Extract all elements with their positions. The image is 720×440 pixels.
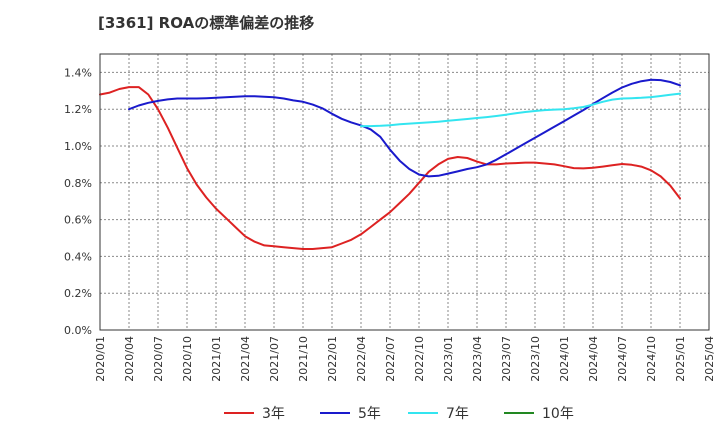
x-tick-label: 2023/01 [442, 336, 455, 382]
y-tick-label: 1.2% [64, 103, 92, 116]
legend: 3年 5年 7年 10年 [224, 406, 574, 422]
y-tick-label: 0.8% [64, 177, 92, 190]
x-tick-label: 2022/10 [413, 336, 426, 382]
x-axis-ticks: 2020/01 2020/04 2020/07 2020/10 2021/01 2021/… [94, 336, 716, 382]
x-tick-label: 2020/01 [94, 336, 107, 382]
plot-frame [99, 53, 710, 331]
x-tick-label: 2021/01 [210, 336, 223, 382]
x-tick-label: 2024/07 [616, 336, 629, 382]
x-tick-label: 2022/01 [326, 336, 339, 382]
x-tick-label: 2021/10 [297, 336, 310, 382]
x-tick-label: 2025/04 [703, 336, 716, 382]
y-tick-label: 0.4% [64, 250, 92, 263]
legend-label: 10年 [542, 406, 574, 422]
x-tick-label: 2023/04 [471, 336, 484, 382]
y-tick-label: 0.6% [64, 214, 92, 227]
x-tick-label: 2022/07 [384, 336, 397, 382]
legend-label: 3年 [262, 406, 285, 422]
x-tick-label: 2025/01 [674, 336, 687, 382]
x-tick-label: 2024/01 [558, 336, 571, 382]
plot-background [100, 54, 709, 330]
x-tick-label: 2020/07 [152, 336, 165, 382]
series-line [99, 86, 681, 250]
x-tick-label: 2023/07 [500, 336, 513, 382]
y-axis-ticks: 0.0% 0.2% 0.4% 0.6% 0.8% 1.0% 1.2% 1.4% [64, 66, 92, 337]
series-line [360, 92, 681, 128]
x-tick-label: 2021/04 [239, 336, 252, 382]
x-tick-label: 2020/04 [123, 336, 136, 382]
chart-title: [3361] ROAの標準偏差の推移 [98, 14, 315, 32]
y-tick-label: 1.0% [64, 140, 92, 153]
x-tick-label: 2022/04 [355, 336, 368, 382]
grid-lines [100, 54, 709, 330]
y-tick-label: 0.0% [64, 324, 92, 337]
x-tick-label: 2024/04 [587, 336, 600, 382]
series-lines [99, 78, 681, 250]
x-tick-label: 2021/07 [268, 336, 281, 382]
x-tick-label: 2020/10 [181, 336, 194, 382]
y-tick-label: 0.2% [64, 287, 92, 300]
legend-label: 7年 [446, 406, 469, 422]
x-tick-label: 2023/10 [529, 336, 542, 382]
x-tick-label: 2024/10 [645, 336, 658, 382]
series-line [128, 78, 681, 178]
y-tick-label: 1.4% [64, 66, 92, 79]
legend-label: 5年 [358, 406, 381, 422]
